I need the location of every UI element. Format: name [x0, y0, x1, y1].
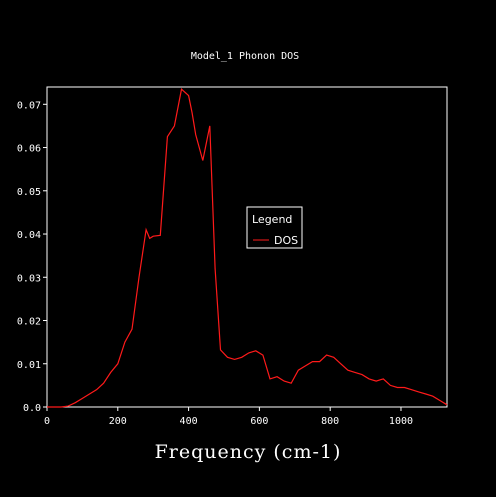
x-tick-label: 400: [180, 416, 198, 427]
x-axis-label: Frequency (cm-1): [155, 441, 342, 463]
x-tick-label: 200: [109, 416, 127, 427]
chart-title: Model_1 Phonon DOS: [191, 51, 299, 62]
legend-title: Legend: [252, 213, 292, 226]
y-axis: 0.0 0.01 0.02 0.03 0.04 0.05 0.06 0.07: [17, 100, 47, 414]
y-tick-label: 0.02: [17, 317, 41, 328]
x-axis: 0 200 400 600 800 1000: [44, 407, 413, 427]
x-tick-label: 600: [250, 416, 268, 427]
y-tick-label: 0.04: [17, 230, 41, 241]
x-tick-label: 800: [321, 416, 339, 427]
legend-item-dos: DOS: [274, 234, 298, 247]
y-tick-label: 0.06: [17, 144, 41, 155]
series-line-dos: [47, 88, 448, 408]
x-tick-label: 0: [44, 416, 50, 427]
y-tick-label: 0.0: [23, 403, 41, 414]
y-tick-label: 0.07: [17, 100, 41, 111]
x-tick-label: 1000: [389, 416, 413, 427]
series-layer: [47, 88, 448, 408]
y-tick-label: 0.01: [17, 360, 41, 371]
y-tick-label: 0.03: [17, 273, 41, 284]
plot-frame: [46, 86, 448, 408]
y-tick-label: 0.05: [17, 187, 41, 198]
legend: Legend DOS: [246, 206, 303, 249]
legend-box: [246, 206, 303, 249]
